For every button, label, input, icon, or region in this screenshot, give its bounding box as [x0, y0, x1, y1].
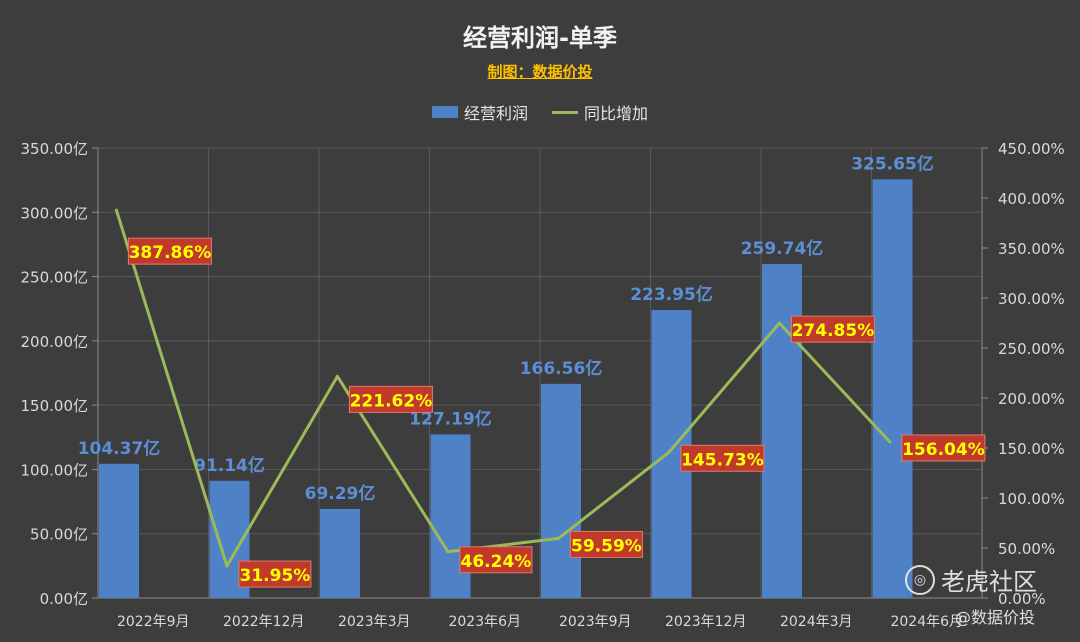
- right-axis-tick-label: 0.00%: [998, 590, 1046, 608]
- growth-label-box: [901, 434, 986, 462]
- growth-label-box: [127, 237, 212, 265]
- growth-data-label: 46.24%: [461, 552, 532, 572]
- bar: [872, 179, 913, 599]
- bar-data-label: 91.14亿: [194, 455, 265, 476]
- growth-label-box: [348, 385, 433, 413]
- x-axis-tick-label: 2024年3月: [780, 614, 853, 630]
- left-axis-tick-label: 50.00亿: [30, 526, 88, 544]
- growth-line: [114, 209, 892, 568]
- legend-item-bar: 经营利润: [431, 100, 528, 124]
- right-axis-tick-label: 250.00%: [998, 340, 1065, 358]
- growth-data-label: 274.85%: [792, 321, 875, 341]
- growth-point: [556, 536, 560, 540]
- x-axis-tick-label: 2023年9月: [559, 614, 632, 630]
- watermark-sub: @数据价投: [955, 608, 1036, 627]
- growth-point: [777, 321, 781, 325]
- growth-data-label: 221.62%: [350, 391, 433, 411]
- left-axis-tick-label: 250.00亿: [21, 269, 89, 287]
- growth-point: [667, 450, 671, 454]
- bar-data-label: 223.95亿: [630, 284, 713, 305]
- watermark: ◎ 老虎社区: [905, 562, 1037, 597]
- growth-label-box: [238, 560, 312, 588]
- x-axis-tick-label: 2023年3月: [338, 614, 411, 630]
- legend: 经营利润 同比增加: [0, 100, 1080, 124]
- watermark-main: 老虎社区: [941, 568, 1037, 596]
- growth-data-label: 387.86%: [129, 243, 212, 263]
- left-axis-tick-label: 100.00亿: [21, 461, 89, 479]
- growth-point: [335, 374, 339, 378]
- bar: [541, 383, 581, 598]
- right-axis-tick-label: 200.00%: [998, 390, 1065, 408]
- growth-label-box: [459, 546, 533, 574]
- bar-data-label: 69.29亿: [305, 483, 376, 504]
- bar-data-label: 127.19亿: [409, 408, 492, 429]
- x-axis-tick-label: 2023年12月: [665, 614, 746, 630]
- growth-point: [114, 208, 118, 212]
- right-axis-tick-label: 300.00%: [998, 290, 1065, 308]
- bar-data-label: 259.74亿: [741, 238, 824, 259]
- x-axis-tick-label: 2024年6月: [890, 614, 963, 630]
- left-axis-tick-label: 300.00亿: [21, 204, 89, 222]
- growth-label-box: [680, 444, 765, 472]
- right-axis-tick-label: 350.00%: [998, 240, 1065, 258]
- bar: [430, 434, 471, 598]
- bar-data-label: 104.37亿: [78, 438, 161, 459]
- bar: [99, 463, 139, 598]
- left-axis-tick-label: 0.00亿: [40, 590, 88, 608]
- right-axis-tick-label: 400.00%: [998, 190, 1065, 208]
- x-axis-tick-label: 2022年9月: [117, 614, 190, 630]
- growth-label-box: [790, 315, 875, 343]
- right-axis-tick-label: 100.00%: [998, 490, 1065, 508]
- x-axis-tick-label: 2022年12月: [223, 614, 304, 630]
- legend-line-swatch: [552, 110, 578, 114]
- growth-label-box: [569, 530, 643, 558]
- left-axis-tick-label: 350.00亿: [21, 140, 89, 158]
- growth-point: [225, 564, 229, 568]
- right-axis-tick-label: 150.00%: [998, 440, 1065, 458]
- legend-line-label: 同比增加: [584, 104, 649, 123]
- chart-subtitle: 制图：数据价投: [487, 63, 593, 81]
- growth-point: [888, 440, 892, 444]
- growth-data-label: 156.04%: [902, 440, 985, 460]
- right-axis-tick-label: 50.00%: [998, 540, 1055, 558]
- tiger-logo-icon: ◎: [905, 564, 935, 595]
- left-axis-tick-label: 200.00亿: [21, 333, 89, 351]
- legend-bar-swatch: [431, 106, 458, 118]
- left-axis-tick-label: 150.00亿: [21, 397, 89, 415]
- bar-data-label: 325.65亿: [851, 153, 934, 174]
- legend-item-line: 同比增加: [552, 100, 648, 124]
- bar-data-label: 166.56亿: [520, 358, 603, 379]
- growth-data-label: 59.59%: [571, 536, 642, 556]
- x-axis-tick-label: 2023年6月: [448, 614, 521, 630]
- growth-data-label: 145.73%: [681, 450, 764, 470]
- growth-point: [446, 550, 450, 554]
- bar: [762, 264, 802, 598]
- right-axis-tick-label: 450.00%: [998, 140, 1065, 158]
- growth-data-label: 31.95%: [240, 566, 311, 586]
- bar: [320, 508, 360, 598]
- legend-bar-label: 经营利润: [463, 104, 528, 123]
- chart-title: 经营利润-单季: [463, 24, 617, 52]
